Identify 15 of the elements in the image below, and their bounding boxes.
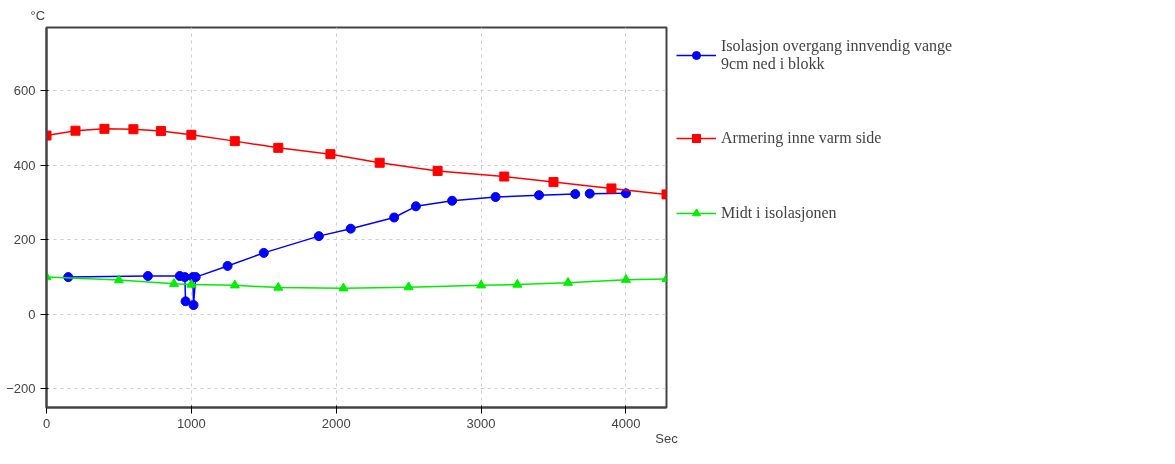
x-axis-title: Sec — [655, 430, 679, 446]
x-tick-label: 2000 — [321, 415, 351, 431]
legend-label: Isolasjon overgang innvendig vange 9cm ned i blokk — [721, 37, 953, 73]
x-tick-label: 4000 — [611, 415, 641, 431]
y-tick-label: 400 — [13, 157, 36, 173]
x-tick-label: 0 — [42, 415, 51, 431]
legend-label: Armering inne varm side — [721, 129, 882, 147]
y-tick-label: 600 — [13, 83, 36, 99]
y-tick-label: −200 — [6, 381, 36, 397]
x-tick-label: 3000 — [466, 415, 496, 431]
y-tick-label: 0 — [28, 306, 36, 322]
y-tick-label: 200 — [13, 232, 36, 248]
x-tick-label: 1000 — [176, 415, 206, 431]
legend-label: Midt i isolasjonen — [721, 204, 837, 222]
y-axis-title: °C — [30, 7, 46, 23]
